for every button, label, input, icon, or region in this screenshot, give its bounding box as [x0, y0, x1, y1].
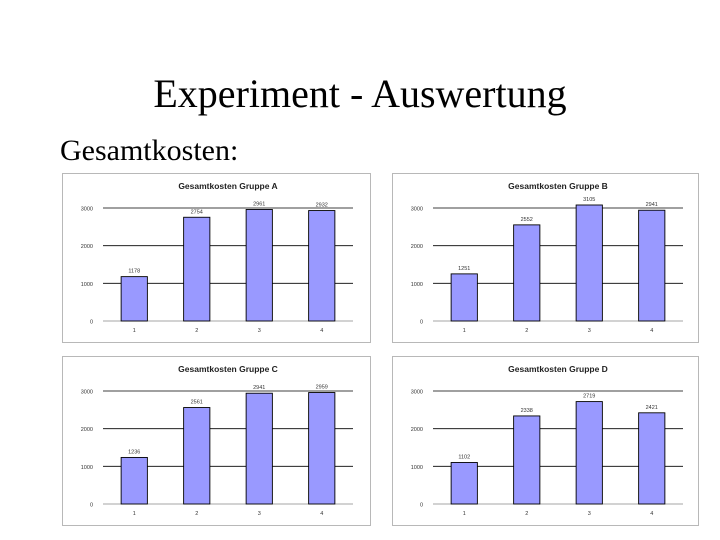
x-tick-label: 3: [588, 328, 591, 334]
bar: [450, 462, 478, 505]
y-tick-label: 1000: [411, 465, 423, 471]
bar: [638, 412, 666, 505]
y-tick-label: 3000: [81, 207, 93, 213]
bar: [308, 210, 336, 322]
bar: [308, 392, 336, 505]
x-tick-label: 3: [588, 511, 591, 517]
x-tick-label: 2: [195, 328, 198, 334]
data-label: 2961: [253, 201, 265, 207]
chart-title: Gesamtkosten Gruppe D: [508, 364, 608, 374]
y-tick-label: 1000: [81, 282, 93, 288]
y-tick-label: 1000: [81, 465, 93, 471]
bar: [120, 456, 148, 505]
y-tick-label: 3000: [411, 207, 423, 213]
bar: [575, 204, 603, 322]
bar: [575, 401, 603, 505]
chart-svg: Gesamtkosten Gruppe A 0 1000 2000 3000 1178 1 2…: [81, 181, 353, 334]
y-tick-label: 2000: [81, 427, 93, 433]
bar: [183, 216, 211, 322]
data-label: 2754: [191, 209, 203, 215]
chart-panel-gruppe-c: Gesamtkosten Gruppe C 0 1000 2000 3000 1236 1 2…: [62, 356, 371, 526]
y-tick-label: 0: [90, 503, 93, 509]
x-tick-label: 1: [133, 328, 136, 334]
chart-panel-gruppe-d: Gesamtkosten Gruppe D 0 1000 2000 3000 1102 1 2…: [392, 356, 699, 526]
bar: [183, 407, 211, 505]
slide-title: Experiment - Auswertung: [153, 71, 567, 116]
y-tick-label: 1000: [411, 282, 423, 288]
bar: [245, 209, 273, 322]
data-label: 2941: [646, 202, 658, 208]
x-tick-label: 4: [320, 328, 323, 334]
y-tick-label: 3000: [411, 390, 423, 396]
x-tick-label: 4: [650, 511, 653, 517]
chart-panel-gruppe-b: Gesamtkosten Gruppe B 0 1000 2000 3000 1251 1 2…: [392, 173, 699, 343]
chart-title: Gesamtkosten Gruppe B: [508, 181, 608, 191]
data-label: 2338: [521, 408, 533, 414]
x-tick-label: 3: [258, 328, 261, 334]
x-tick-label: 2: [525, 511, 528, 517]
y-tick-label: 2000: [411, 427, 423, 433]
bar: [450, 273, 478, 322]
data-label: 2561: [191, 400, 203, 406]
x-tick-label: 1: [463, 511, 466, 517]
y-tick-label: 0: [420, 503, 423, 509]
bar: [513, 415, 541, 505]
x-tick-label: 4: [320, 511, 323, 517]
x-tick-label: 1: [133, 511, 136, 517]
bar: [513, 224, 541, 322]
x-tick-label: 1: [463, 328, 466, 334]
data-label: 1178: [128, 269, 140, 275]
x-tick-label: 3: [258, 511, 261, 517]
x-tick-label: 2: [195, 511, 198, 517]
chart-svg: Gesamtkosten Gruppe B 0 1000 2000 3000 1251 1 2…: [411, 181, 683, 334]
y-tick-label: 2000: [81, 244, 93, 250]
chart-title: Gesamtkosten Gruppe C: [178, 364, 278, 374]
x-tick-label: 4: [650, 328, 653, 334]
data-label: 1236: [128, 449, 140, 455]
data-label: 1251: [458, 266, 470, 272]
data-label: 2959: [316, 385, 328, 391]
bar: [638, 209, 666, 322]
y-tick-label: 2000: [411, 244, 423, 250]
y-tick-label: 3000: [81, 390, 93, 396]
chart-svg: Gesamtkosten Gruppe C 0 1000 2000 3000 1236 1 2…: [81, 364, 353, 517]
bar: [245, 392, 273, 505]
bar: [120, 276, 148, 322]
data-label: 2719: [583, 394, 595, 400]
data-label: 2552: [521, 217, 533, 223]
data-label: 2932: [316, 203, 328, 209]
y-tick-label: 0: [420, 320, 423, 326]
x-tick-label: 2: [525, 328, 528, 334]
data-label: 2941: [253, 385, 265, 391]
data-label: 2421: [646, 405, 658, 411]
data-label: 1102: [458, 454, 470, 460]
chart-panel-gruppe-a: Gesamtkosten Gruppe A 0 1000 2000 3000 1178 1 2…: [62, 173, 371, 343]
y-tick-label: 0: [90, 320, 93, 326]
chart-svg: Gesamtkosten Gruppe D 0 1000 2000 3000 1102 1 2…: [411, 364, 683, 517]
data-label: 3105: [583, 197, 595, 203]
slide-subtitle: Gesamtkosten:: [60, 134, 239, 167]
chart-title: Gesamtkosten Gruppe A: [178, 181, 277, 191]
